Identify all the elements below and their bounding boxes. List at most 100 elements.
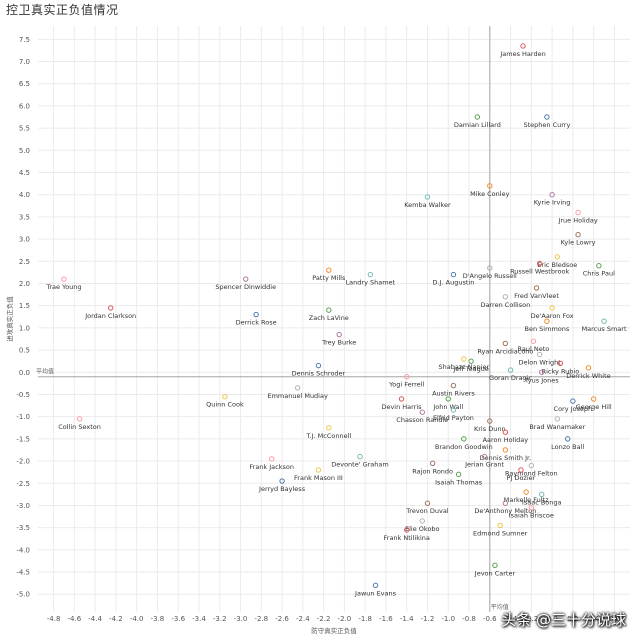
y-tick-label: 7.0 (19, 58, 30, 66)
x-tick-label: -1.4 (400, 615, 414, 623)
data-point-label: Jerian Grant (464, 461, 504, 469)
x-tick-label: -2.2 (317, 615, 331, 623)
x-tick-label: -3.6 (171, 615, 185, 623)
data-point-label: Landry Shamet (346, 279, 396, 287)
data-point-label: Darren Collison (481, 301, 531, 309)
x-tick-label: -3.2 (213, 615, 227, 623)
y-tick-label: 0.0 (19, 369, 30, 377)
y-tick-label: -4.0 (16, 546, 30, 554)
data-points: James Harden Damian Lillard Stephen Curry M… (45, 43, 627, 597)
data-point-label: Trevon Duval (405, 507, 449, 515)
data-point-label: Quinn Cook (206, 401, 244, 409)
y-tick-label: 0.5 (19, 347, 30, 355)
y-tick-label: 7.5 (19, 36, 30, 44)
data-point (481, 453, 488, 460)
data-point-label: Shabazz Napier (438, 363, 489, 371)
y-tick-label: 3.5 (19, 213, 30, 221)
data-point (497, 522, 503, 529)
data-point (502, 447, 509, 453)
data-point (222, 393, 228, 400)
data-point-label: Stephen Curry (523, 121, 570, 129)
x-tick-label: -2.4 (296, 615, 310, 623)
x-tick-label: -0.4 (504, 615, 518, 623)
data-point (61, 276, 67, 282)
watermark: 头条 @三十分说球 (501, 611, 626, 629)
data-point-label: Delon Wright (518, 359, 561, 367)
data-point-label: Goran Dragic (489, 374, 532, 382)
data-point-label: T.J. McConnell (305, 432, 351, 440)
data-point (502, 340, 509, 347)
data-point (487, 418, 493, 424)
data-point-label: Kyrie Irving (534, 199, 571, 207)
y-tick-label: -5.0 (16, 591, 30, 599)
data-point (528, 504, 535, 511)
y-tick-label: 4.0 (19, 191, 30, 199)
avg-line-x-label: 平均值 (491, 603, 509, 611)
data-point (468, 358, 474, 364)
data-point-label: Ben Simmons (525, 325, 570, 333)
data-point-label: Isaiah Thomas (435, 478, 483, 486)
data-point-label: Jawun Evans (354, 589, 397, 597)
data-point (336, 331, 342, 338)
data-point (557, 360, 564, 367)
data-point-label: Markelle Fultz (504, 496, 549, 504)
data-point (518, 467, 524, 473)
data-point (243, 276, 249, 282)
x-tick-label: -1.6 (379, 615, 393, 623)
y-tick-label: -3.5 (16, 524, 30, 532)
data-point-label: Chris Paul (583, 270, 615, 278)
data-point-label: Jrue Holiday (557, 216, 597, 224)
x-tick-label: -3.0 (234, 615, 248, 623)
data-point (445, 396, 451, 402)
data-point-label: Chasson Randle (396, 416, 448, 424)
data-point-label: Frank Jackson (249, 463, 294, 471)
data-point-label: Eric Bledsoe (537, 261, 577, 269)
data-point (601, 318, 607, 324)
data-point-label: Russell Westbrook (510, 268, 569, 276)
y-tick-label: 1.5 (19, 302, 30, 310)
data-point (549, 305, 555, 311)
data-point (419, 518, 425, 524)
x-tick-label: -1.8 (358, 615, 372, 623)
y-tick-label: -2.0 (16, 458, 30, 466)
data-point (533, 285, 540, 291)
data-point (253, 311, 259, 318)
x-tick-label: -4.2 (109, 615, 123, 623)
data-point (554, 254, 560, 260)
data-point (429, 460, 436, 466)
data-point (419, 409, 425, 415)
data-point-label: Lonzo Ball (551, 443, 584, 451)
data-point-label: Mike Conley (470, 190, 509, 198)
data-point (520, 43, 526, 49)
data-point-label: Kris Dunn (474, 425, 506, 433)
x-tick-label: 0.4 (588, 615, 600, 623)
data-point (523, 489, 529, 495)
data-point (279, 478, 285, 484)
x-tick-label: -0.6 (483, 615, 497, 623)
axis-ticks: -4.8 -4.6 -4.4 -4.2 -4.0 -3.8 -3.6 -3.4 -3.2 -3.0… (16, 36, 620, 623)
x-tick-label: -1.0 (441, 615, 455, 623)
data-point (575, 209, 581, 216)
x-tick-label: -4.8 (47, 615, 61, 623)
data-point-label: Trae Young (45, 283, 81, 291)
data-point (404, 374, 410, 380)
data-point (315, 362, 322, 369)
data-point-label: Kemba Walker (404, 201, 451, 209)
data-point-label: Kyle Lowry (561, 239, 596, 247)
data-point (474, 114, 481, 120)
x-tick-label: -4.6 (68, 615, 82, 623)
data-point-label: Derrick White (566, 372, 610, 380)
y-tick-label: -4.5 (16, 569, 30, 577)
y-tick-label: 4.5 (19, 169, 30, 177)
data-point-label: John Wall (432, 403, 463, 411)
data-point-label: PJ Dozier (507, 474, 536, 482)
data-point (367, 271, 374, 278)
y-tick-label: 6.5 (19, 80, 30, 88)
y-tick-label: 1.0 (19, 324, 30, 332)
data-point-label: Elfrid Payton (433, 414, 474, 422)
data-point (585, 365, 592, 371)
data-point (357, 453, 363, 460)
x-tick-label: 0.6 (609, 615, 621, 623)
data-point (455, 471, 462, 478)
data-point-label: Aaron Holiday (483, 436, 529, 444)
